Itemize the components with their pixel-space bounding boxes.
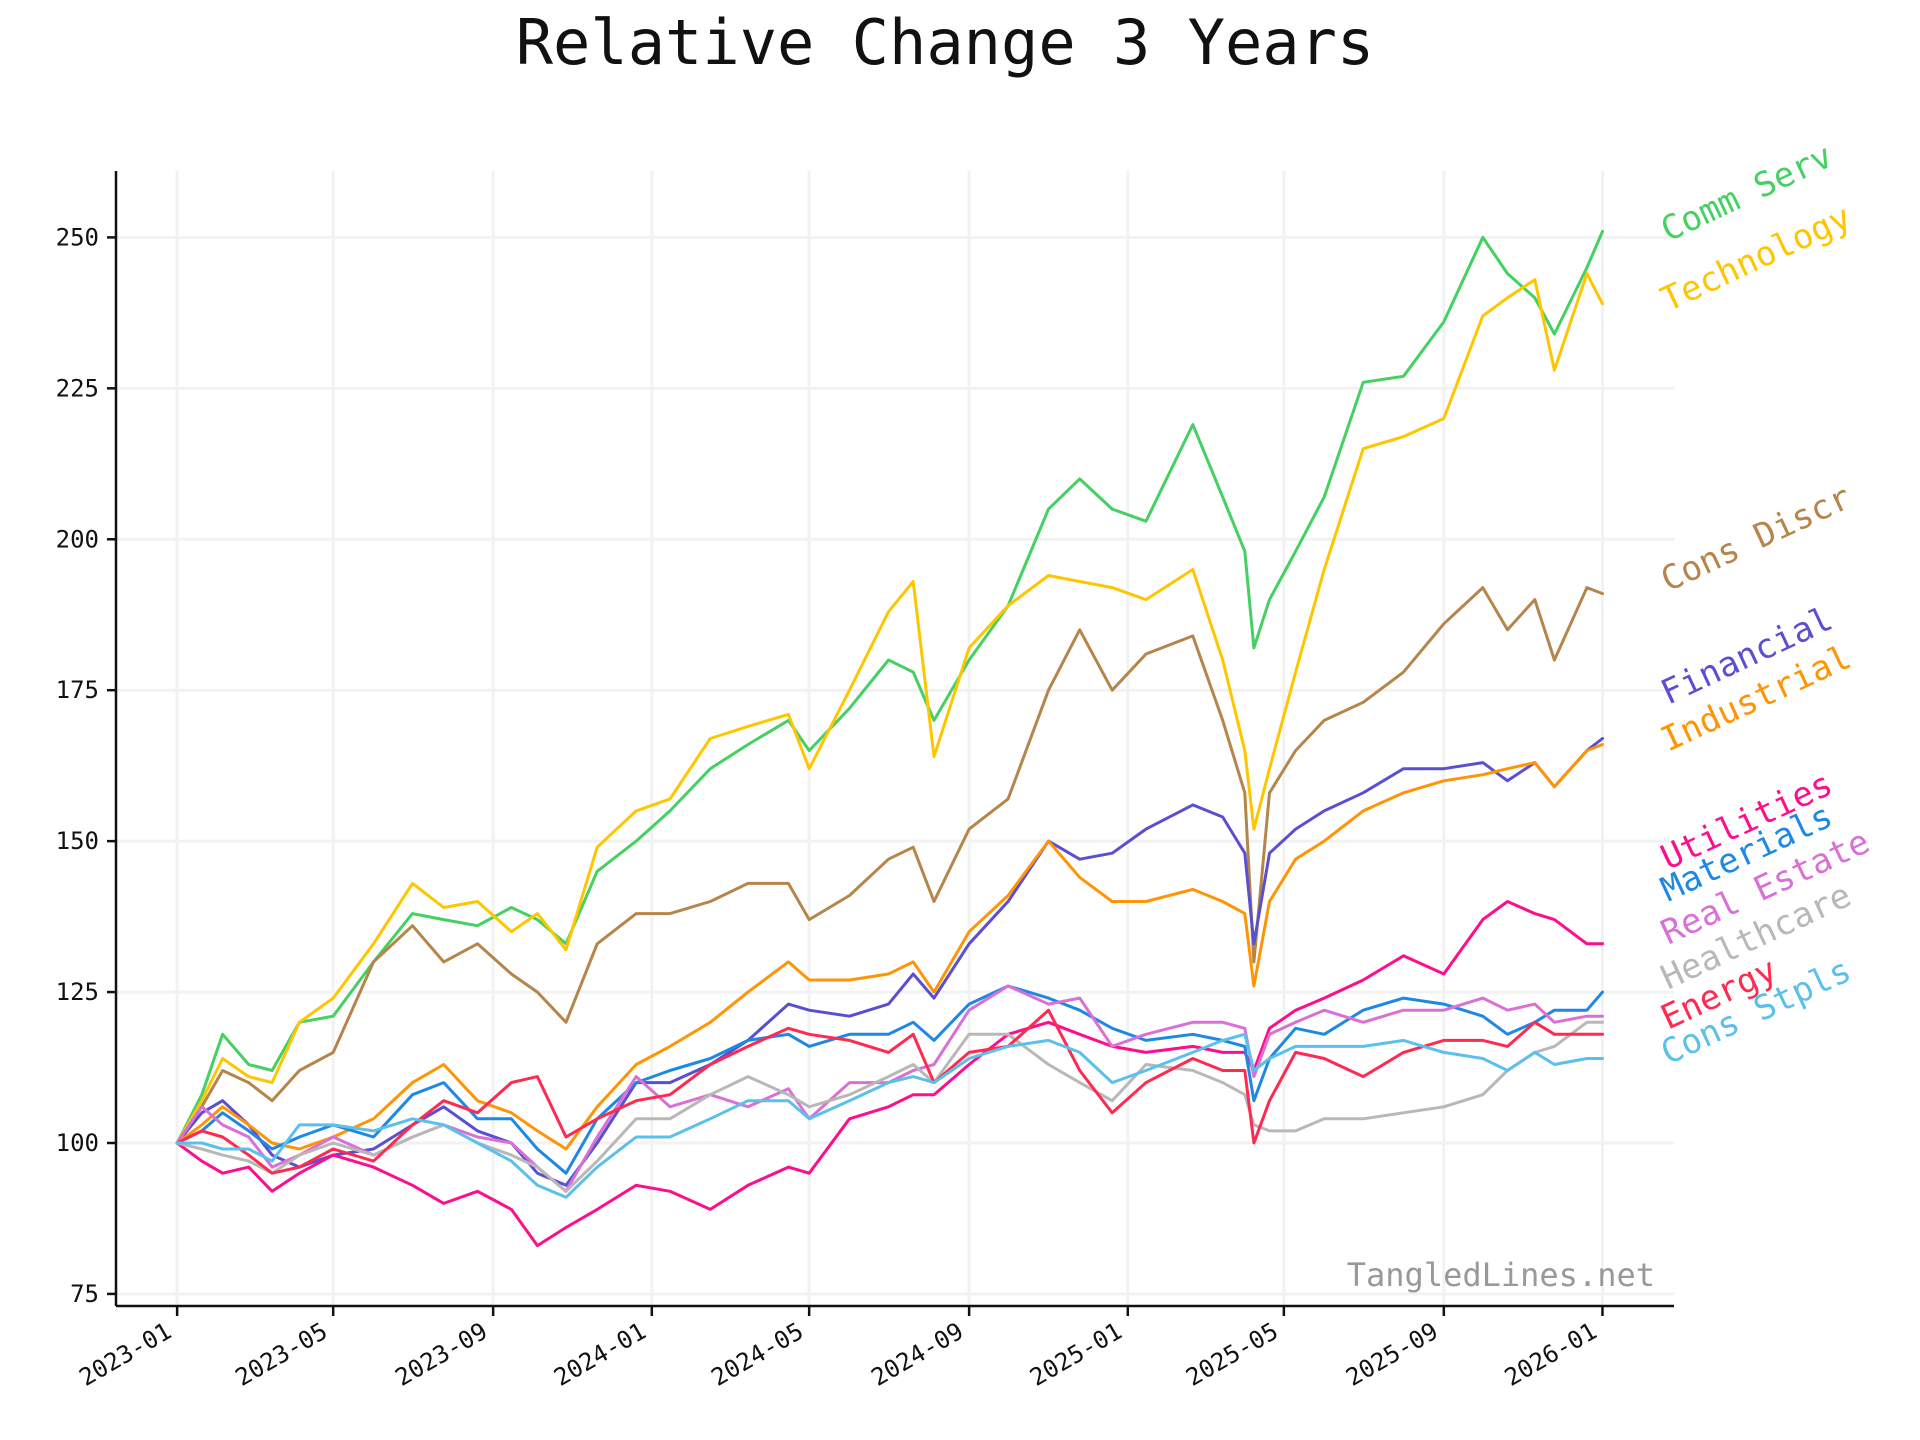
x-tick-label: 2024-09 xyxy=(867,1317,969,1392)
y-axis-ticks: 75 100 125 150 175 200 225 250 xyxy=(56,223,116,1308)
series-line-cons-discr xyxy=(175,586,1604,1145)
x-tick-label: 2024-01 xyxy=(549,1317,651,1392)
series-line-materials xyxy=(175,984,1604,1175)
y-tick-label: 250 xyxy=(56,223,99,251)
x-tick-label: 2024-05 xyxy=(707,1317,809,1392)
series-line-energy xyxy=(175,1008,1604,1175)
x-tick-label: 2023-05 xyxy=(231,1317,333,1392)
y-tick-label: 175 xyxy=(56,676,99,704)
series-line-healthcare xyxy=(175,1020,1604,1193)
x-axis-ticks: 2023-01 2023-05 2023-09 2024-01 2024-05 2024-… xyxy=(75,1306,1604,1392)
y-tick-label: 75 xyxy=(70,1280,99,1308)
x-tick-label: 2026-01 xyxy=(1500,1317,1602,1392)
axes xyxy=(114,171,1674,1308)
x-tick-label: 2023-01 xyxy=(75,1317,177,1392)
series-line-technology xyxy=(175,272,1604,1145)
series-line-industrial xyxy=(175,743,1604,1151)
y-tick-label: 200 xyxy=(56,525,99,553)
series-line-comm-serv xyxy=(175,229,1604,1145)
y-tick-label: 225 xyxy=(56,374,99,402)
y-tick-label: 150 xyxy=(56,827,99,855)
y-tick-label: 100 xyxy=(56,1129,99,1157)
watermark-text: TangledLines.net xyxy=(1347,1256,1655,1294)
x-tick-label: 2023-09 xyxy=(391,1317,493,1392)
y-tick-label: 125 xyxy=(56,978,99,1006)
series-line-financial xyxy=(175,737,1604,1187)
series-line-cons-stpls xyxy=(175,1032,1604,1199)
series-line-real-estate xyxy=(175,984,1604,1193)
chart-title: Relative Change 3 Years xyxy=(516,6,1375,79)
gridlines xyxy=(116,171,1674,1306)
series-lines xyxy=(175,229,1604,1248)
x-tick-label: 2025-01 xyxy=(1025,1317,1127,1392)
series-label-cons-discr: Cons Discr xyxy=(1655,477,1857,600)
series-line-utilities xyxy=(175,900,1604,1248)
x-tick-label: 2025-05 xyxy=(1181,1317,1283,1392)
x-tick-label: 2025-09 xyxy=(1341,1317,1443,1392)
